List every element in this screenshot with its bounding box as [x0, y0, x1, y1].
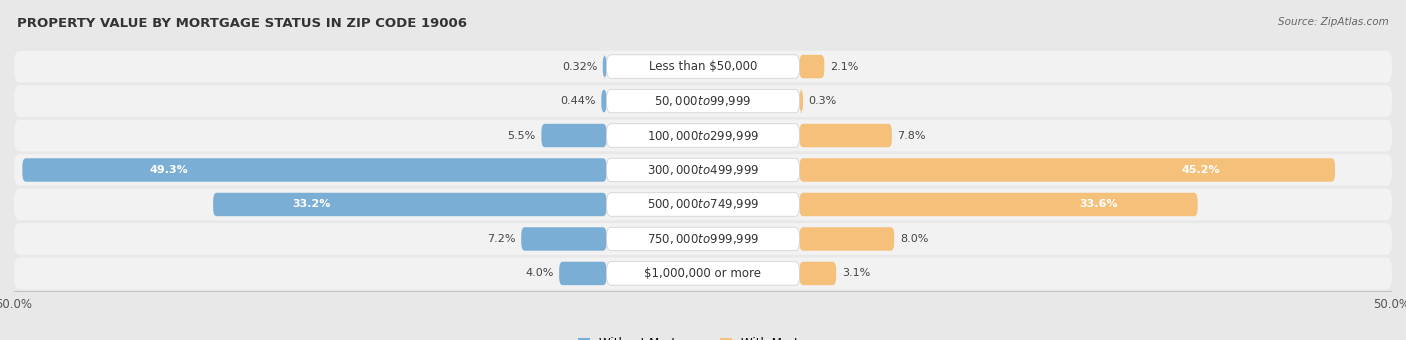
Text: 0.3%: 0.3% — [808, 96, 837, 106]
Text: PROPERTY VALUE BY MORTGAGE STATUS IN ZIP CODE 19006: PROPERTY VALUE BY MORTGAGE STATUS IN ZIP… — [17, 17, 467, 30]
FancyBboxPatch shape — [800, 193, 1198, 216]
FancyBboxPatch shape — [800, 262, 837, 285]
Text: $50,000 to $99,999: $50,000 to $99,999 — [654, 94, 752, 108]
Text: $1,000,000 or more: $1,000,000 or more — [644, 267, 762, 280]
Text: 2.1%: 2.1% — [830, 62, 858, 71]
FancyBboxPatch shape — [522, 227, 606, 251]
Text: 4.0%: 4.0% — [526, 269, 554, 278]
FancyBboxPatch shape — [22, 158, 606, 182]
FancyBboxPatch shape — [14, 51, 1392, 82]
Text: 5.5%: 5.5% — [508, 131, 536, 140]
Text: 0.32%: 0.32% — [562, 62, 598, 71]
Text: $100,000 to $299,999: $100,000 to $299,999 — [647, 129, 759, 142]
Text: $300,000 to $499,999: $300,000 to $499,999 — [647, 163, 759, 177]
FancyBboxPatch shape — [602, 89, 606, 113]
FancyBboxPatch shape — [606, 158, 800, 182]
Text: $750,000 to $999,999: $750,000 to $999,999 — [647, 232, 759, 246]
Text: 7.8%: 7.8% — [897, 131, 927, 140]
FancyBboxPatch shape — [214, 193, 606, 216]
Legend: Without Mortgage, With Mortgage: Without Mortgage, With Mortgage — [574, 333, 832, 340]
FancyBboxPatch shape — [800, 89, 803, 113]
Text: 33.6%: 33.6% — [1078, 200, 1118, 209]
Text: 33.2%: 33.2% — [292, 200, 330, 209]
Text: 45.2%: 45.2% — [1182, 165, 1220, 175]
FancyBboxPatch shape — [541, 124, 606, 147]
FancyBboxPatch shape — [603, 55, 606, 78]
Text: Source: ZipAtlas.com: Source: ZipAtlas.com — [1278, 17, 1389, 27]
FancyBboxPatch shape — [560, 262, 606, 285]
FancyBboxPatch shape — [606, 227, 800, 251]
Text: 0.44%: 0.44% — [561, 96, 596, 106]
FancyBboxPatch shape — [14, 258, 1392, 289]
FancyBboxPatch shape — [800, 55, 824, 78]
FancyBboxPatch shape — [14, 223, 1392, 255]
Text: 49.3%: 49.3% — [149, 165, 188, 175]
FancyBboxPatch shape — [606, 89, 800, 113]
Text: Less than $50,000: Less than $50,000 — [648, 60, 758, 73]
FancyBboxPatch shape — [606, 124, 800, 147]
FancyBboxPatch shape — [800, 227, 894, 251]
FancyBboxPatch shape — [14, 120, 1392, 151]
FancyBboxPatch shape — [800, 124, 891, 147]
Text: $500,000 to $749,999: $500,000 to $749,999 — [647, 198, 759, 211]
FancyBboxPatch shape — [606, 55, 800, 78]
Text: 8.0%: 8.0% — [900, 234, 928, 244]
FancyBboxPatch shape — [14, 85, 1392, 117]
FancyBboxPatch shape — [606, 262, 800, 285]
FancyBboxPatch shape — [14, 154, 1392, 186]
Text: 7.2%: 7.2% — [488, 234, 516, 244]
FancyBboxPatch shape — [606, 193, 800, 216]
FancyBboxPatch shape — [800, 158, 1336, 182]
Text: 3.1%: 3.1% — [842, 269, 870, 278]
FancyBboxPatch shape — [14, 189, 1392, 220]
